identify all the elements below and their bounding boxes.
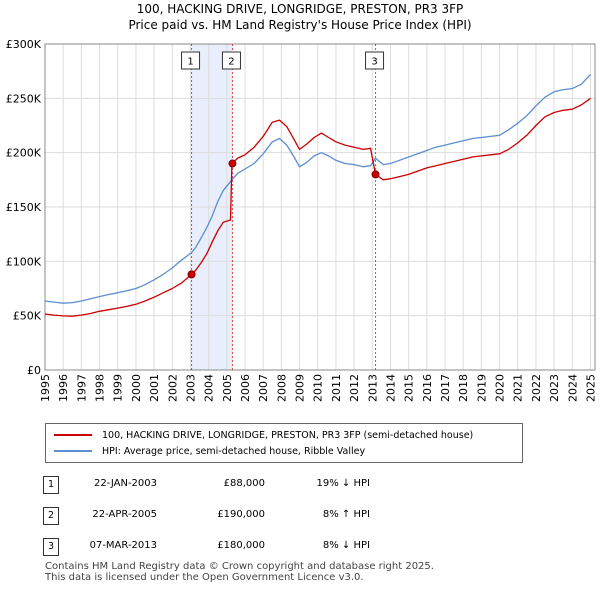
- y-tick-label: £200K: [6, 147, 42, 160]
- x-tick-label: 2017: [439, 374, 452, 402]
- x-tick-label: 2002: [166, 374, 179, 402]
- table-row-hpi: 8% ↓ HPI: [322, 540, 370, 551]
- y-tick-label: £250K: [6, 92, 42, 105]
- x-tick-label: 2016: [421, 374, 434, 402]
- x-tick-label: 1998: [94, 374, 107, 402]
- x-tick-label: 2025: [584, 374, 597, 402]
- x-tick-label: 2005: [221, 374, 234, 402]
- x-tick-label: 2023: [548, 374, 561, 402]
- x-tick-label: 2009: [294, 374, 307, 402]
- table-row-hpi: 8% ↑ HPI: [322, 509, 370, 520]
- sale-point: [228, 159, 237, 168]
- table-row: 2 22-APR-2005 £190,000 8% ↑ HPI: [0, 507, 600, 527]
- sale-point: [187, 270, 196, 279]
- series-line-hpi: [44, 73, 591, 304]
- legend-item-price: 100, HACKING DRIVE, LONGRIDGE, PRESTON, …: [54, 427, 473, 443]
- x-tick-label: 2022: [530, 374, 543, 402]
- legend-item-hpi: HPI: Average price, semi-detached house,…: [54, 443, 365, 459]
- footer-licence: This data is licensed under the Open Gov…: [45, 572, 364, 583]
- sale-number-label: 3: [371, 57, 377, 68]
- x-tick-label: 2001: [148, 374, 161, 402]
- x-tick-label: 2021: [512, 374, 525, 402]
- chart-subtitle: Price paid vs. HM Land Registry's House …: [128, 18, 472, 32]
- sale-number-box: [365, 51, 385, 70]
- sale-number-label: 2: [228, 57, 234, 68]
- x-tick-label: 2004: [203, 374, 216, 402]
- table-row-date: 22-JAN-2003: [93, 478, 157, 489]
- x-tick-label: 2007: [257, 374, 270, 402]
- table-row-price: £190,000: [217, 509, 265, 520]
- table-row-price: £180,000: [217, 540, 265, 551]
- chart-title: 100, HACKING DRIVE, LONGRIDGE, PRESTON, …: [136, 2, 464, 16]
- y-tick-label: £0: [27, 364, 41, 377]
- table-row-price: £88,000: [223, 478, 265, 489]
- sale-point: [371, 170, 380, 179]
- x-tick-label: 2008: [275, 374, 288, 402]
- x-tick-label: 1996: [57, 374, 70, 402]
- x-tick-label: 1999: [112, 374, 125, 402]
- x-tick-label: 1997: [75, 374, 88, 402]
- table-row: 3 07-MAR-2013 £180,000 8% ↓ HPI: [0, 538, 600, 558]
- x-tick-label: 2020: [494, 374, 507, 402]
- table-row-num: 2: [43, 507, 59, 525]
- x-tick-label: 2010: [312, 374, 325, 402]
- y-tick-label: £50K: [13, 310, 42, 323]
- sale-number-box: [221, 51, 241, 70]
- x-tick-label: 2018: [457, 374, 470, 402]
- y-tick-label: £300K: [6, 38, 42, 51]
- legend-swatch-blue: [54, 450, 92, 452]
- table-row-num: 1: [43, 476, 59, 494]
- legend-swatch-red: [54, 434, 92, 436]
- x-tick-label: 2011: [330, 374, 343, 402]
- table-row: 1 22-JAN-2003 £88,000 19% ↓ HPI: [0, 476, 600, 496]
- sale-number-label: 1: [187, 57, 193, 68]
- x-tick-label: 2006: [239, 374, 252, 402]
- sale-number-box: [181, 51, 201, 70]
- plot-border: [44, 43, 596, 371]
- price-chart: £0 £50K £100K £150K £200K £250K £300K 1995 1996 1…: [6, 38, 598, 402]
- x-tick-label: 2014: [384, 374, 397, 402]
- x-tick-label: 2003: [184, 374, 197, 402]
- x-tick-label: 1995: [39, 374, 52, 402]
- legend-label-price: 100, HACKING DRIVE, LONGRIDGE, PRESTON, …: [102, 429, 474, 441]
- series-line-price: [44, 97, 591, 317]
- x-tick-label: 2015: [403, 374, 416, 402]
- table-row-hpi: 19% ↓ HPI: [316, 478, 370, 489]
- legend-label-hpi: HPI: Average price, semi-detached house,…: [102, 445, 366, 457]
- y-tick-label: £100K: [6, 255, 42, 268]
- x-tick-label: 2024: [566, 374, 579, 402]
- legend: 100, HACKING DRIVE, LONGRIDGE, PRESTON, …: [45, 423, 523, 463]
- table-row-date: 22-APR-2005: [92, 509, 157, 520]
- x-tick-label: 2013: [366, 374, 379, 402]
- y-tick-label: £150K: [6, 201, 42, 214]
- table-row-date: 07-MAR-2013: [89, 540, 157, 551]
- x-tick-label: 2000: [130, 374, 143, 402]
- table-row-num: 3: [43, 538, 59, 556]
- footer-copyright: Contains HM Land Registry data © Crown c…: [45, 561, 434, 572]
- x-tick-label: 2019: [475, 374, 488, 402]
- x-tick-label: 2012: [348, 374, 361, 402]
